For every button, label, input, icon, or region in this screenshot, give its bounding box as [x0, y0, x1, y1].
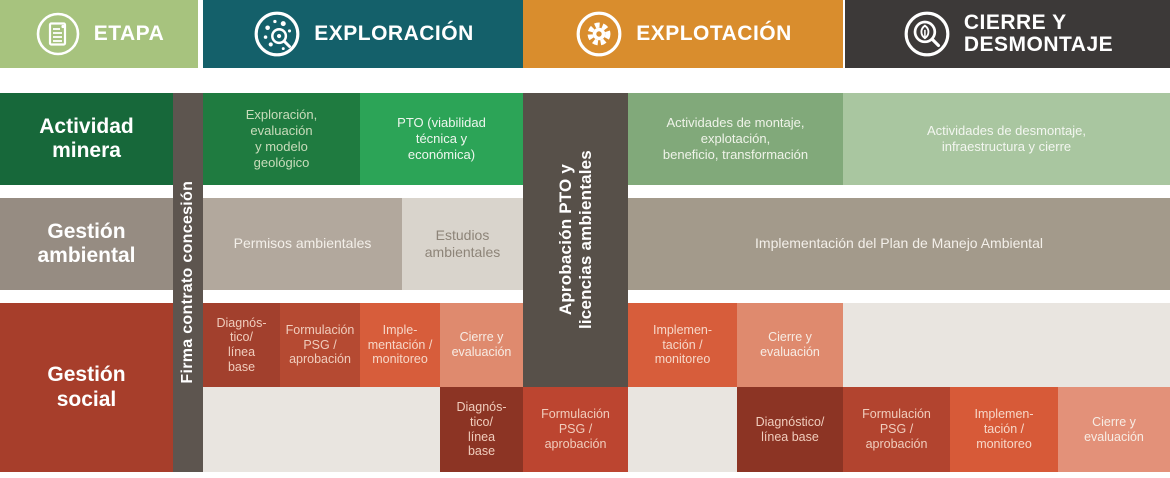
- milestone-firma-contrato-concesion: Firma contrato concesión: [173, 93, 203, 472]
- empty-cell: [628, 387, 737, 472]
- header-explotacion: EXPLOTACIÓN: [523, 0, 843, 68]
- cell-social-diagnostico-2: Diagnós- tico/ línea base: [440, 387, 523, 472]
- cell-social-formulacion-psg-3: Formulación PSG / aprobación: [843, 387, 950, 472]
- cell-permisos-ambientales: Permisos ambientales: [203, 198, 402, 290]
- header-etapa-label: ETAPA: [93, 21, 165, 45]
- exploration-map-icon: [254, 11, 300, 57]
- cell-actividades-desmontaje-cierre: Actividades de desmontaje, infraestructu…: [843, 93, 1170, 185]
- leaf-magnifier-icon: [904, 11, 950, 57]
- cell-social-diagnostico-3: Diagnóstico/ línea base: [737, 387, 843, 472]
- cell-social-diagnostico-1: Diagnós- tico/ línea base: [203, 303, 280, 387]
- cell-social-implementacion-monitoreo-3: Implemen- tación / monitoreo: [950, 387, 1058, 472]
- header-etapa: ETAPA: [0, 0, 198, 68]
- header-cierre-desmontaje-label: CIERRE Y DESMONTAJE: [963, 10, 1114, 56]
- cell-social-implementacion-monitoreo-1: Imple- mentación / monitoreo: [360, 303, 440, 387]
- header-exploracion: EXPLORACIÓN: [203, 0, 523, 68]
- cell-social-formulacion-psg-1: Formulación PSG / aprobación: [280, 303, 360, 387]
- milestone-aprobacion-pto-licencias: Aprobación PTO y licencias ambientales: [523, 93, 628, 387]
- milestone-aprobacion-pto-licencias-label: Aprobación PTO y licencias ambientales: [555, 150, 595, 330]
- header-cierre-desmontaje: CIERRE Y DESMONTAJE: [845, 0, 1170, 68]
- milestone-firma-contrato-concesion-label: Firma contrato concesión: [178, 181, 196, 384]
- cell-social-cierre-evaluacion-1: Cierre y evaluación: [440, 303, 523, 387]
- row-label-gestion-social: Gestión social: [0, 303, 173, 472]
- cell-social-implementacion-monitoreo-2: Implemen- tación / monitoreo: [628, 303, 737, 387]
- header-explotacion-label: EXPLOTACIÓN: [636, 21, 792, 45]
- empty-cell: [843, 303, 1170, 387]
- empty-cell: [203, 387, 440, 472]
- cell-estudios-ambientales: Estudios ambientales: [402, 198, 523, 290]
- header-exploracion-label: EXPLORACIÓN: [314, 21, 474, 45]
- cell-implementacion-plan-manejo-ambiental: Implementación del Plan de Manejo Ambien…: [628, 198, 1170, 290]
- document-icon: [36, 12, 80, 56]
- cell-social-cierre-evaluacion-3: Cierre y evaluación: [1058, 387, 1170, 472]
- cell-actividades-montaje-explotacion: Actividades de montaje, explotación, ben…: [628, 93, 843, 185]
- cell-exploracion-evaluacion-modelo: Exploración, evaluación y modelo geológi…: [203, 93, 360, 185]
- cell-social-formulacion-psg-2: Formulación PSG / aprobación: [523, 387, 628, 472]
- cell-pto-viabilidad: PTO (viabilidad técnica y económica): [360, 93, 523, 185]
- row-label-gestion-ambiental: Gestión ambiental: [0, 198, 173, 290]
- row-label-actividad-minera: Actividad minera: [0, 93, 173, 185]
- gear-icon: [576, 11, 622, 57]
- cell-social-cierre-evaluacion-2: Cierre y evaluación: [737, 303, 843, 387]
